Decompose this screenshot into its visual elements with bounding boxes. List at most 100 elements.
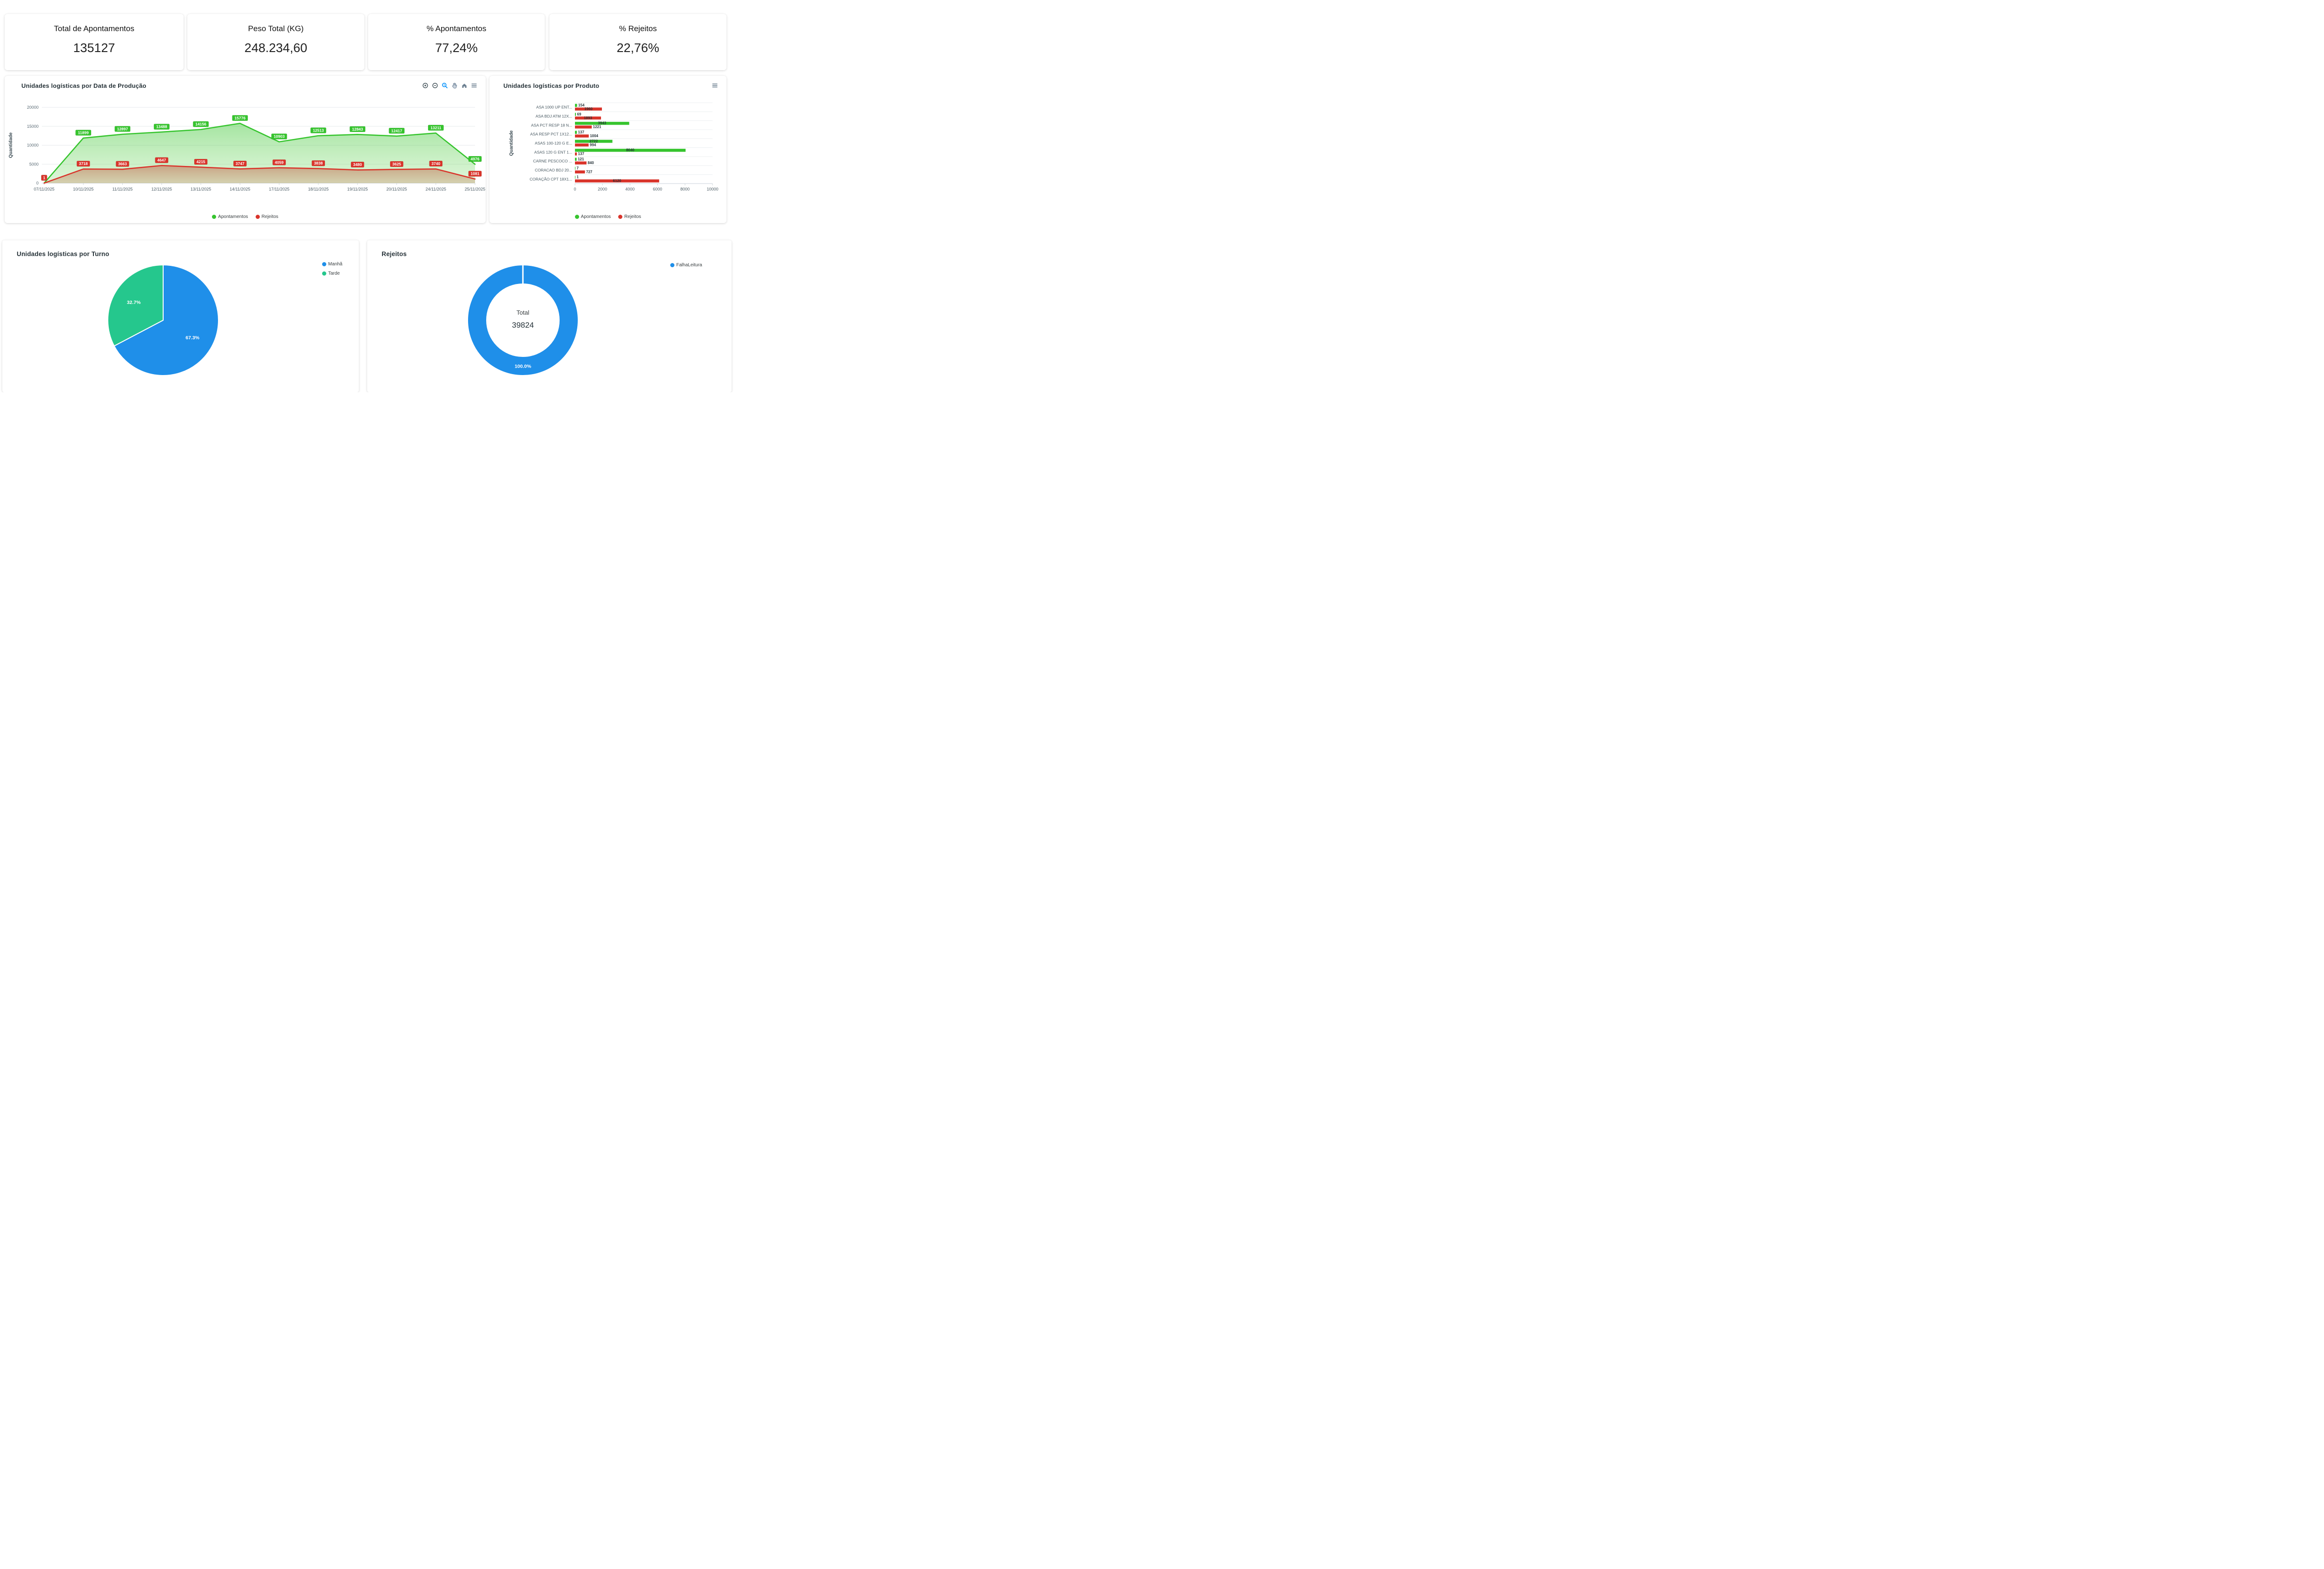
svg-text:CORACAO BDJ 20...: CORACAO BDJ 20... <box>535 168 572 172</box>
rejeitos-bar <box>575 179 660 183</box>
svg-text:840: 840 <box>588 161 594 165</box>
production-chart-svg: 20000 15000 10000 5000 0 Quantidade 07/11/2025… <box>8 105 485 191</box>
svg-text:ASAS 100-120 G E...: ASAS 100-120 G E... <box>535 141 572 145</box>
pan-icon[interactable] <box>451 82 458 89</box>
production-chart-card: Unidades logísticas por Data de Produção… <box>5 76 486 223</box>
svg-text:ASAS 120 G ENT 1...: ASAS 120 G ENT 1... <box>534 150 572 154</box>
apontamentos-legend-swatch <box>574 215 579 219</box>
pie-slice-manhã[interactable] <box>113 264 219 376</box>
pie-slice-tarde[interactable] <box>107 264 164 347</box>
rejeitos-bar <box>575 125 592 129</box>
turno-pie-svg: 67.3% 32.7% <box>107 264 219 376</box>
production-chart-title: Unidades logísticas por Data de Produção <box>21 82 146 89</box>
menu-icon[interactable] <box>471 82 477 89</box>
rejeitos-bar <box>575 161 587 165</box>
svg-text:4000: 4000 <box>625 187 634 191</box>
legend-item-tarde[interactable]: Tarde <box>322 271 343 276</box>
svg-text:6120: 6120 <box>613 179 621 183</box>
svg-text:12897: 12897 <box>117 126 128 131</box>
rejeitos-bar <box>575 143 589 147</box>
kpi-card-pct-rejeitos: % Rejeitos 22,76% <box>549 14 726 70</box>
legend-label: Rejeitos <box>624 214 641 219</box>
svg-text:994: 994 <box>590 143 596 147</box>
rejeitos-legend-swatch <box>255 215 260 219</box>
legend-item-manha[interactable]: Manhã <box>322 262 343 267</box>
kpi-card-total-apontamentos: Total de Apontamentos 135127 <box>5 14 184 70</box>
svg-text:4976: 4976 <box>471 157 480 161</box>
legend-item-apontamentos[interactable]: Apontamentos <box>212 214 248 219</box>
svg-text:24/11/2025: 24/11/2025 <box>426 187 446 191</box>
svg-text:2000: 2000 <box>598 187 607 191</box>
svg-text:1893: 1893 <box>584 116 592 120</box>
product-chart-svg: 0 2000 4000 6000 8000 10000 Quantidade ASA 1000… <box>509 102 719 191</box>
rejeitos-point-label: 3718 <box>76 160 90 167</box>
rejeitos-donut-svg: 100.0% <box>468 265 578 375</box>
apontamentos-point-label: 13488 <box>153 124 170 130</box>
donut-slice-falhaleitura[interactable] <box>468 265 578 375</box>
svg-text:11/11/2025: 11/11/2025 <box>112 187 133 191</box>
apontamentos-point-label: 12513 <box>310 127 326 133</box>
svg-text:4059: 4059 <box>275 160 284 165</box>
svg-text:3480: 3480 <box>353 162 362 167</box>
dashboard: Total de Apontamentos 135127 Peso Total … <box>0 0 734 392</box>
zoom-out-icon[interactable] <box>432 82 438 89</box>
svg-text:7: 7 <box>577 166 579 170</box>
rejeitos-bar <box>575 107 602 111</box>
legend-label: Tarde <box>328 271 340 276</box>
svg-text:11899: 11899 <box>78 131 89 135</box>
legend-item-rejeitos[interactable]: Rejeitos <box>618 214 641 219</box>
svg-text:1221: 1221 <box>593 125 601 129</box>
selection-zoom-icon[interactable] <box>442 82 448 89</box>
svg-text:69: 69 <box>577 112 581 116</box>
svg-text:Quantidade: Quantidade <box>8 132 13 158</box>
production-chart-legend: Apontamentos Rejeitos <box>5 214 486 219</box>
apontamentos-point-label: 15776 <box>232 115 248 121</box>
legend-label: Apontamentos <box>218 214 248 219</box>
apontamentos-bar <box>575 122 629 125</box>
svg-text:8040: 8040 <box>626 148 634 152</box>
svg-text:10000: 10000 <box>27 143 39 148</box>
svg-text:CARNE PESCOCO ...: CARNE PESCOCO ... <box>533 159 572 164</box>
menu-icon[interactable] <box>712 82 718 89</box>
production-chart-canvas[interactable]: 20000 15000 10000 5000 0 Quantidade 07/11/2025… <box>5 76 486 225</box>
rejeitos-point-label: 4647 <box>155 157 169 163</box>
product-chart-legend: Apontamentos Rejeitos <box>489 214 726 219</box>
svg-text:ASA RESP PCT 1X12...: ASA RESP PCT 1X12... <box>530 132 572 137</box>
apontamentos-point-label: 10903 <box>271 133 287 139</box>
svg-text:121: 121 <box>578 157 584 161</box>
rejeitos-point-label: 3480 <box>350 161 364 168</box>
svg-text:18/11/2025: 18/11/2025 <box>308 187 329 191</box>
svg-text:154: 154 <box>578 103 585 107</box>
svg-text:10000: 10000 <box>706 187 718 191</box>
rejeitos-bar <box>575 116 601 120</box>
chart-toolbar <box>422 82 477 89</box>
legend-label: Rejeitos <box>261 214 278 219</box>
kpi-value: 248.234,60 <box>244 41 308 55</box>
product-chart-card: Unidades logísticas por Produto 0 2000 400… <box>489 76 726 223</box>
svg-text:1081: 1081 <box>471 171 480 176</box>
zoom-in-icon[interactable] <box>422 82 429 89</box>
tarde-legend-swatch <box>322 271 326 276</box>
rejeitos-chart-title: Rejeitos <box>382 251 407 257</box>
svg-text:2722: 2722 <box>589 139 598 143</box>
legend-item-falhaleitura[interactable]: FalhaLeitura <box>670 263 702 268</box>
legend-label: Manhã <box>328 262 343 267</box>
apontamentos-legend-swatch <box>212 215 217 219</box>
svg-text:1004: 1004 <box>590 134 598 138</box>
svg-text:Quantidade: Quantidade <box>509 130 514 156</box>
apontamentos-point-label: 13211 <box>428 125 444 131</box>
kpi-title: Total de Apontamentos <box>54 24 134 33</box>
legend-item-apontamentos[interactable]: Apontamentos <box>574 214 611 219</box>
rejeitos-point-label: 3663 <box>116 161 129 167</box>
svg-text:137: 137 <box>578 152 585 156</box>
rejeitos-point-label: 1 <box>41 175 47 181</box>
kpi-title: % Rejeitos <box>619 24 657 33</box>
product-chart-canvas: 0 2000 4000 6000 8000 10000 Quantidade ASA 1000… <box>489 76 726 225</box>
svg-text:137: 137 <box>578 130 585 134</box>
legend-item-rejeitos[interactable]: Rejeitos <box>255 214 278 219</box>
rejeitos-point-label: 3740 <box>429 160 443 167</box>
reset-zoom-home-icon[interactable] <box>461 82 468 89</box>
kpi-value: 22,76% <box>616 41 660 55</box>
svg-text:12843: 12843 <box>352 127 363 132</box>
svg-text:3747: 3747 <box>236 161 244 166</box>
